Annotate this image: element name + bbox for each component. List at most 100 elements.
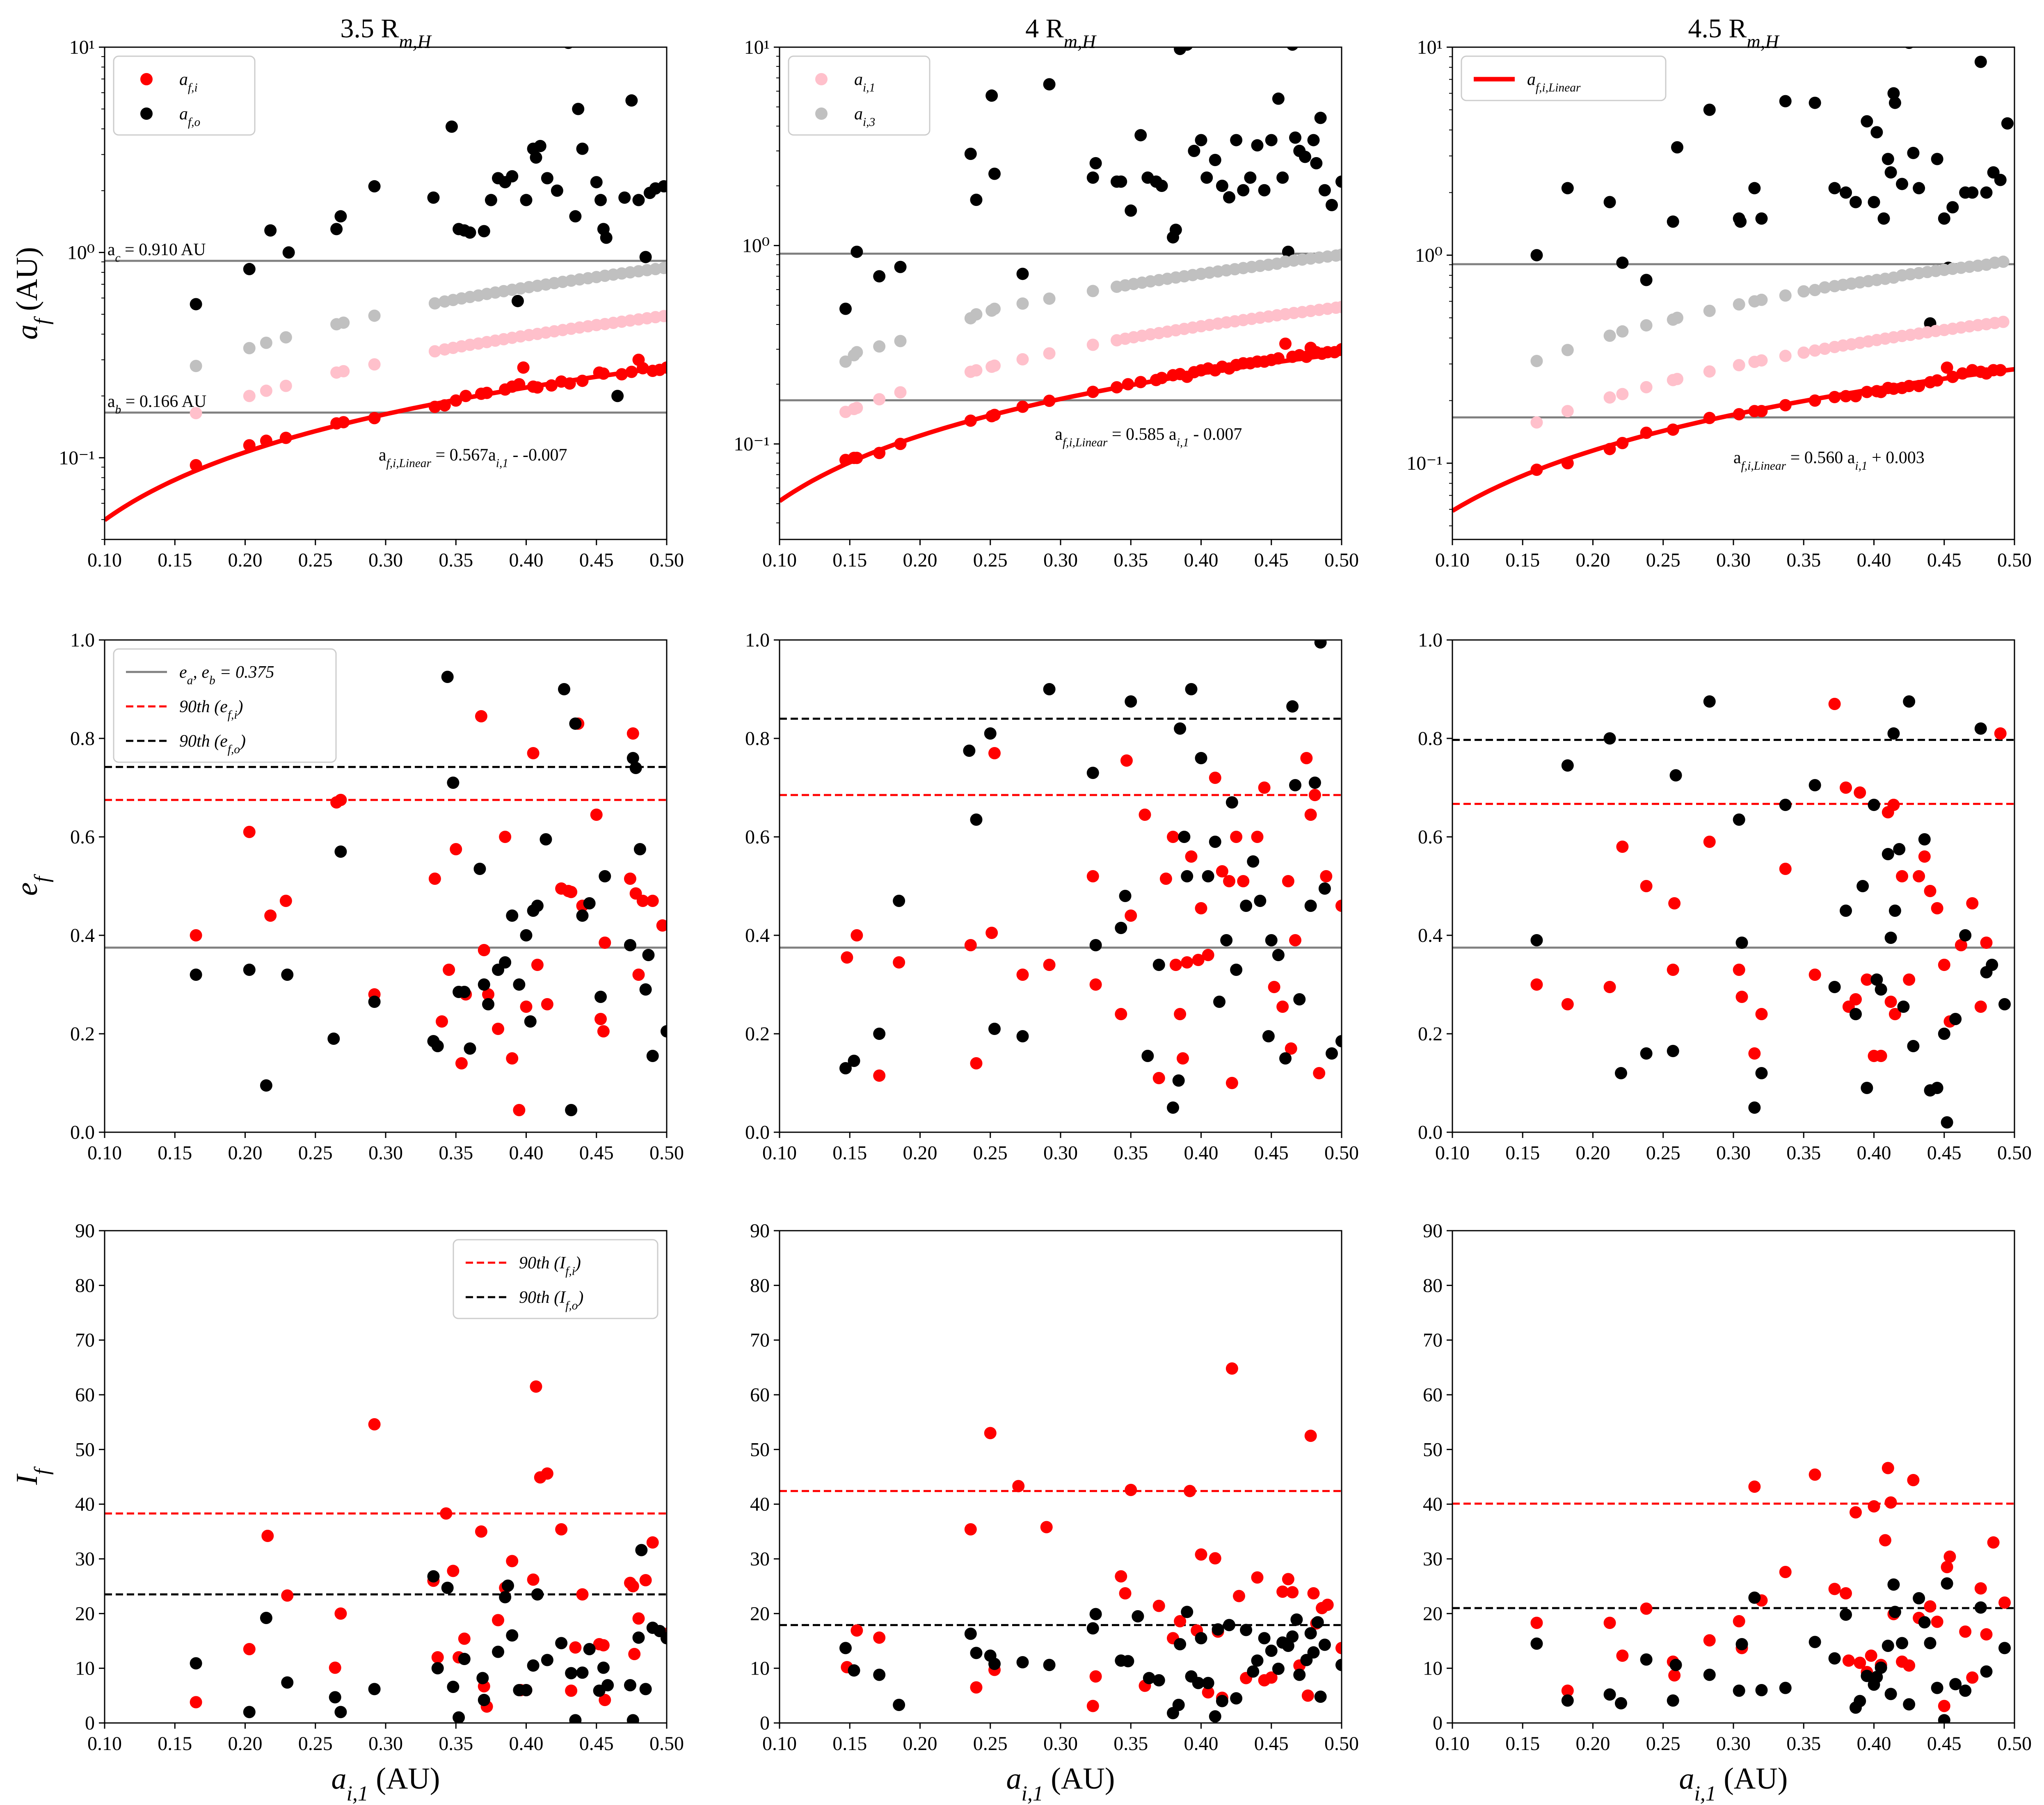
- data-point: [1335, 175, 1342, 188]
- data-point: [243, 342, 256, 354]
- data-point: [1861, 1082, 1873, 1094]
- y-tick-label: 0.4: [1418, 925, 1443, 946]
- data-point: [1603, 1617, 1616, 1629]
- data-point: [848, 1664, 860, 1677]
- x-tick-label: 0.30: [368, 1733, 403, 1755]
- data-point: [599, 937, 611, 949]
- data-point: [1671, 141, 1683, 154]
- data-point: [1289, 131, 1301, 144]
- data-point: [1949, 1013, 1962, 1025]
- data-point: [1865, 1650, 1877, 1662]
- data-point: [1016, 267, 1029, 280]
- data-point: [431, 1662, 444, 1675]
- data-point: [1043, 347, 1056, 360]
- data-point: [1561, 998, 1574, 1010]
- data-point: [894, 386, 907, 399]
- data-point: [506, 909, 519, 922]
- data-point: [1209, 1552, 1221, 1565]
- data-point: [1169, 224, 1182, 236]
- data-point: [1870, 126, 1883, 139]
- data-point: [628, 1648, 641, 1660]
- data-point: [1809, 969, 1821, 981]
- y-tick-label: 20: [75, 1603, 95, 1624]
- data-point: [1276, 171, 1289, 184]
- data-point: [1276, 1001, 1289, 1013]
- x-tick-label: 0.45: [1254, 1142, 1289, 1164]
- y-tick-label: 80: [75, 1275, 95, 1296]
- data-point: [988, 747, 1001, 759]
- data-point: [527, 747, 540, 759]
- x-tick-label: 0.30: [1043, 1142, 1078, 1164]
- data-point: [1285, 1042, 1297, 1055]
- data-point: [576, 909, 589, 922]
- y-tick-label: 1.0: [70, 629, 95, 651]
- data-point: [1616, 256, 1629, 269]
- data-point: [337, 316, 350, 329]
- legend-label: af,o: [179, 105, 200, 129]
- data-point: [1879, 1534, 1891, 1547]
- data-point: [1286, 1630, 1299, 1643]
- x-tick-label: 0.20: [228, 1142, 263, 1164]
- data-point: [594, 1013, 607, 1025]
- data-point: [1840, 186, 1852, 199]
- data-point: [329, 1691, 341, 1704]
- data-point: [1603, 329, 1616, 342]
- data-point: [1209, 153, 1221, 166]
- x-tick-label: 0.15: [1505, 1733, 1540, 1755]
- data-point: [1941, 1577, 1953, 1590]
- data-point: [1966, 186, 1979, 199]
- data-point: [1849, 196, 1862, 208]
- data-point: [1530, 1617, 1543, 1629]
- x-tick-label: 0.40: [1184, 1142, 1219, 1164]
- data-point: [1903, 1659, 1916, 1672]
- data-point: [1244, 171, 1257, 184]
- y-tick-label: 30: [1423, 1548, 1443, 1570]
- plot-area: [780, 640, 1342, 1114]
- data-point: [646, 1050, 659, 1062]
- data-point: [506, 1629, 519, 1642]
- data-point: [428, 873, 441, 885]
- data-point: [555, 1523, 568, 1535]
- x-tick-label: 0.30: [368, 1142, 403, 1164]
- data-point: [1115, 1008, 1127, 1020]
- data-point: [1289, 934, 1301, 946]
- data-point: [988, 1023, 1001, 1035]
- data-point: [1125, 204, 1137, 217]
- data-point: [1884, 932, 1897, 944]
- data-point: [428, 297, 441, 310]
- data-point: [1889, 905, 1901, 917]
- data-point: [513, 1104, 526, 1116]
- y-tick-label: 30: [750, 1548, 770, 1570]
- data-point: [1703, 1634, 1716, 1647]
- data-point: [1748, 182, 1761, 194]
- annotation: af,i,Linear = 0.560 ai,1 + 0.003: [1733, 448, 1925, 473]
- data-point: [1307, 1646, 1320, 1659]
- data-point: [1854, 1695, 1866, 1707]
- x-tick-label: 0.40: [1184, 1733, 1219, 1755]
- x-tick-label: 0.45: [1254, 1733, 1289, 1755]
- data-point: [1755, 1684, 1768, 1696]
- data-point: [565, 886, 578, 898]
- data-point: [1974, 1601, 1987, 1614]
- data-point: [1667, 215, 1679, 228]
- data-point: [473, 863, 486, 875]
- data-point: [334, 845, 347, 858]
- data-point: [1913, 870, 1925, 882]
- legend-label: 90th (ef,i): [179, 697, 243, 722]
- data-point: [839, 355, 852, 368]
- data-point: [190, 407, 202, 420]
- data-point: [590, 176, 603, 189]
- data-point: [970, 1681, 983, 1694]
- data-point: [1016, 969, 1029, 981]
- data-point: [190, 360, 202, 372]
- data-point: [873, 393, 886, 406]
- x-tick-label: 0.15: [158, 1733, 192, 1755]
- panel-row1-col3: 0.10 0.15 0.20 0.25 0.30 0.35 0.40 0.45 0.50 10⁻¹…: [1406, 14, 2032, 571]
- data-point: [1304, 1627, 1317, 1640]
- data-point: [541, 1467, 553, 1480]
- data-point: [499, 831, 512, 843]
- data-point: [513, 978, 526, 991]
- data-point: [1232, 1590, 1245, 1602]
- data-point: [527, 1659, 540, 1672]
- y-tick-label: 0.2: [1418, 1023, 1443, 1045]
